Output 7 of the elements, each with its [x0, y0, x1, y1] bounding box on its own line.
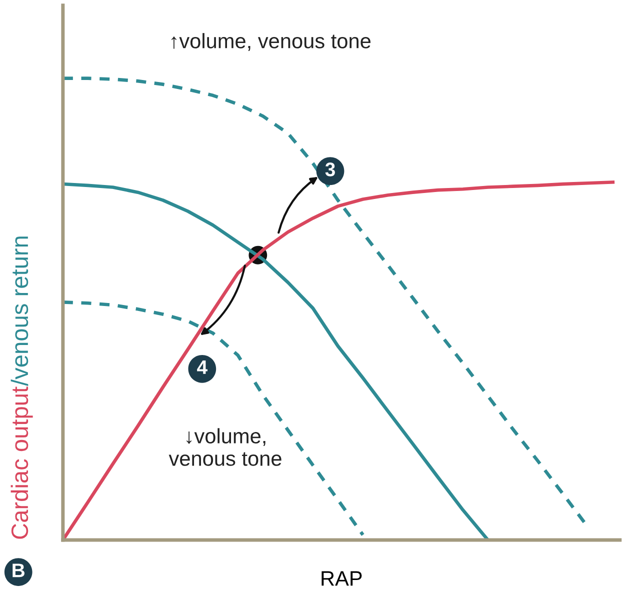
annotation: 3 — [325, 162, 335, 176]
text: B — [12, 564, 25, 578]
y-axis-title: Cardiac output/venous return — [10, 236, 33, 539]
x-axis-title: RAP — [322, 571, 362, 586]
annotation: 4 — [197, 360, 208, 374]
text: ↑volume, venous tone — [172, 33, 370, 51]
annotation: ↓volume, venous tone — [168, 428, 282, 466]
